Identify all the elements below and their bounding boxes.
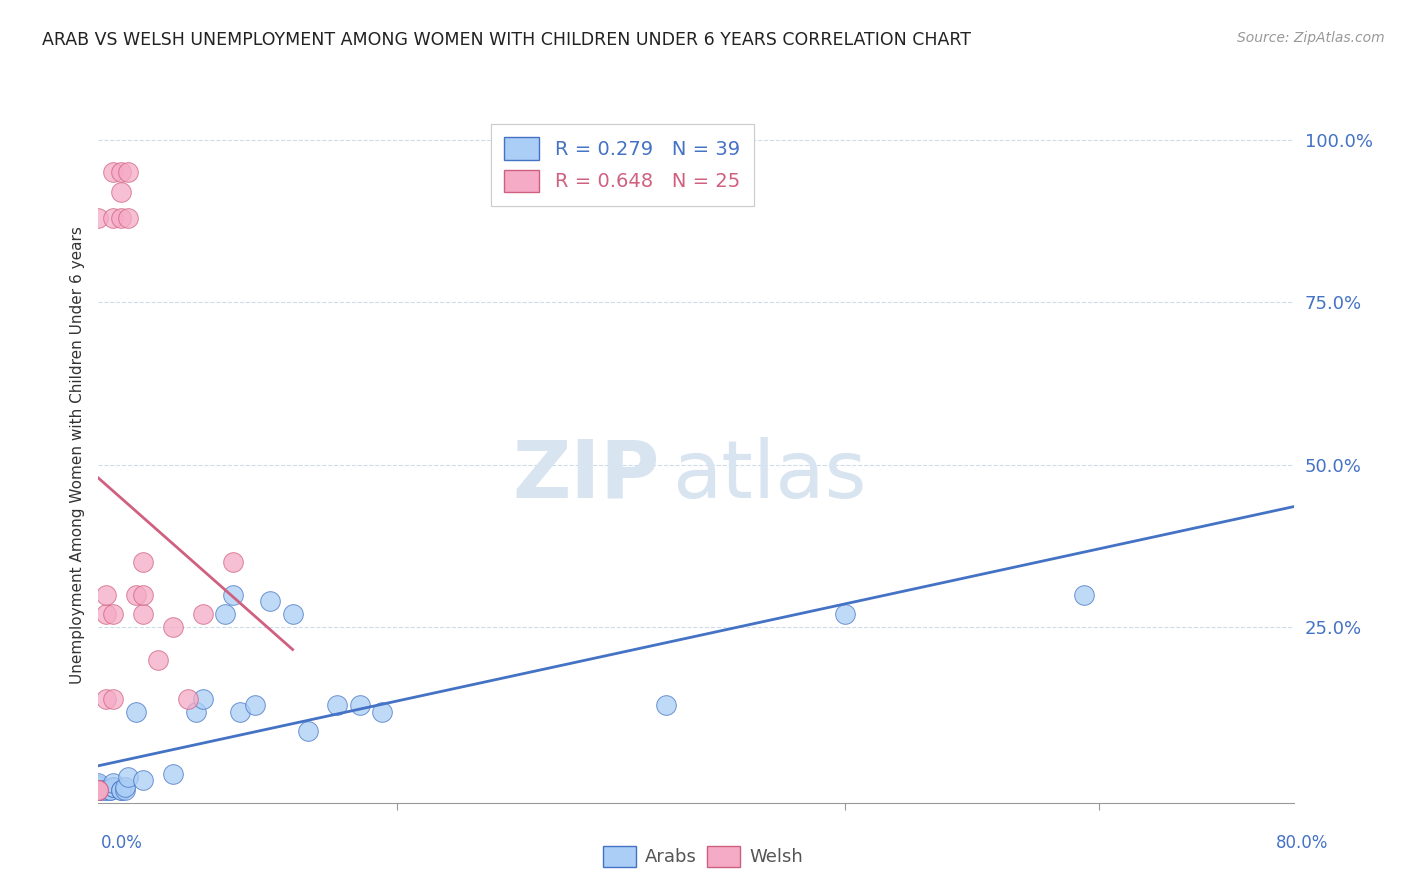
Point xyxy=(87,782,110,797)
Point xyxy=(191,691,214,706)
Point xyxy=(87,782,110,797)
Point xyxy=(87,780,110,794)
Point xyxy=(87,782,110,797)
Point xyxy=(162,766,184,780)
Point xyxy=(103,780,125,794)
Point xyxy=(834,607,856,622)
Point xyxy=(191,607,214,622)
Point xyxy=(103,165,125,179)
Point xyxy=(87,211,110,225)
Point xyxy=(110,211,132,225)
Text: atlas: atlas xyxy=(672,437,866,515)
Text: 0.0%: 0.0% xyxy=(101,834,143,852)
Point xyxy=(117,165,139,179)
Point xyxy=(87,782,110,797)
Point xyxy=(349,698,371,713)
Point xyxy=(103,691,125,706)
Point xyxy=(281,607,304,622)
Point xyxy=(125,705,148,719)
Point xyxy=(132,588,155,602)
Point xyxy=(87,782,110,797)
Point xyxy=(103,776,125,790)
Point xyxy=(94,782,117,797)
Text: Source: ZipAtlas.com: Source: ZipAtlas.com xyxy=(1237,31,1385,45)
Point xyxy=(94,691,117,706)
Point xyxy=(114,780,136,794)
Point xyxy=(148,653,170,667)
Point xyxy=(259,594,281,608)
Point xyxy=(98,782,122,797)
Point xyxy=(162,620,184,634)
Point xyxy=(125,588,148,602)
Point xyxy=(326,698,349,713)
Point xyxy=(87,782,110,797)
Point xyxy=(132,555,155,569)
Point xyxy=(94,607,117,622)
Point xyxy=(87,776,110,790)
Point xyxy=(87,782,110,797)
Legend: Arabs, Welsh: Arabs, Welsh xyxy=(596,838,810,874)
Point xyxy=(103,211,125,225)
Point xyxy=(110,185,132,199)
Point xyxy=(655,698,678,713)
Point xyxy=(110,165,132,179)
Point xyxy=(132,772,155,787)
Point xyxy=(222,555,245,569)
Y-axis label: Unemployment Among Women with Children Under 6 years: Unemployment Among Women with Children U… xyxy=(69,226,84,684)
Point xyxy=(184,705,207,719)
Point xyxy=(87,782,110,797)
Point xyxy=(132,607,155,622)
Point xyxy=(117,211,139,225)
Point xyxy=(222,588,245,602)
Point xyxy=(177,691,200,706)
Point xyxy=(87,782,110,797)
Text: ARAB VS WELSH UNEMPLOYMENT AMONG WOMEN WITH CHILDREN UNDER 6 YEARS CORRELATION C: ARAB VS WELSH UNEMPLOYMENT AMONG WOMEN W… xyxy=(42,31,972,49)
Point xyxy=(110,782,132,797)
Text: ZIP: ZIP xyxy=(513,437,661,515)
Legend: R = 0.279   N = 39, R = 0.648   N = 25: R = 0.279 N = 39, R = 0.648 N = 25 xyxy=(491,124,754,205)
Point xyxy=(110,782,132,797)
Point xyxy=(1073,588,1095,602)
Text: 80.0%: 80.0% xyxy=(1277,834,1329,852)
Point xyxy=(87,778,110,792)
Point xyxy=(91,782,114,797)
Point xyxy=(117,770,139,784)
Point xyxy=(103,780,125,794)
Point xyxy=(103,607,125,622)
Point xyxy=(98,782,122,797)
Point xyxy=(371,705,394,719)
Point xyxy=(114,782,136,797)
Point xyxy=(297,724,319,739)
Point xyxy=(245,698,267,713)
Point xyxy=(94,588,117,602)
Point xyxy=(214,607,236,622)
Point xyxy=(229,705,252,719)
